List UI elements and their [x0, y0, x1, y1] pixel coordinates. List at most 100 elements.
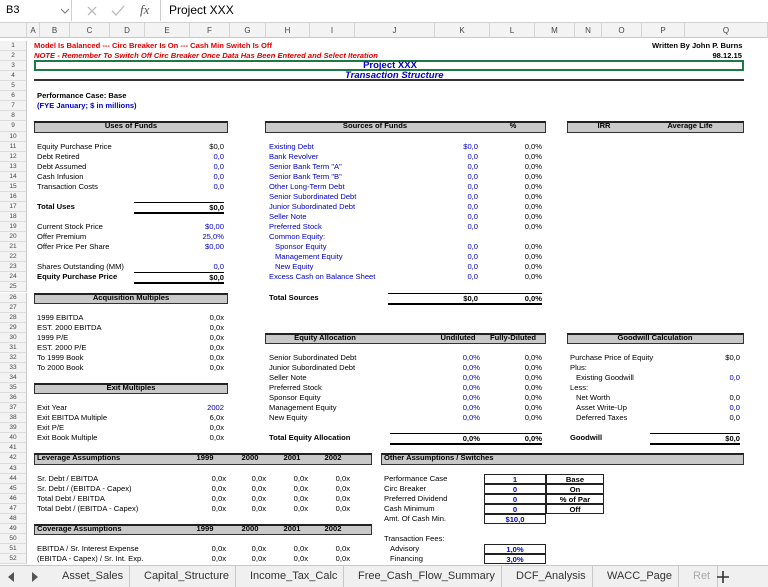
cell-value[interactable]: 0,0% — [524, 171, 542, 181]
row-header[interactable]: 2 — [0, 51, 27, 62]
cell-value[interactable]: 0,0x — [251, 554, 266, 564]
cell-value[interactable]: 0,0x — [251, 503, 266, 513]
row-header[interactable]: 30 — [0, 332, 27, 343]
row-header[interactable]: 10 — [0, 131, 27, 142]
cell-value[interactable]: 3,0% — [484, 554, 546, 565]
cell-value[interactable]: 0,0% — [524, 372, 542, 382]
row-header[interactable]: 12 — [0, 151, 27, 162]
cell-value[interactable]: 0,0 — [213, 151, 224, 161]
row-header[interactable]: 1 — [0, 41, 27, 52]
column-header[interactable]: P — [642, 23, 685, 38]
cell-value[interactable]: 0,0x — [293, 503, 308, 513]
row-header[interactable]: 51 — [0, 544, 27, 555]
row-header[interactable]: 18 — [0, 212, 27, 223]
column-header[interactable]: D — [110, 23, 145, 38]
row-header[interactable]: 27 — [0, 302, 27, 313]
row-header[interactable]: 29 — [0, 322, 27, 333]
column-header[interactable]: J — [355, 23, 435, 38]
cell-value[interactable]: $0,0 — [134, 272, 224, 285]
formula-input[interactable]: Project XXX — [160, 0, 768, 21]
row-header[interactable]: 9 — [0, 121, 27, 132]
column-header[interactable]: A — [27, 23, 40, 38]
sheet-tab[interactable]: DCF_Analysis — [510, 566, 593, 587]
cell-value[interactable]: 0,0x — [251, 493, 266, 503]
row-header[interactable]: 38 — [0, 413, 27, 424]
column-header[interactable]: M — [535, 23, 575, 38]
cell-value[interactable]: 0,0x — [209, 362, 224, 372]
cell-value[interactable]: 0,0% — [462, 403, 480, 413]
cell-value[interactable]: 0,0% — [390, 433, 480, 446]
name-box[interactable]: B3 — [0, 0, 72, 21]
add-sheet[interactable] — [716, 570, 730, 584]
row-header[interactable]: 16 — [0, 191, 27, 202]
cell-value[interactable]: 0,0x — [209, 322, 224, 332]
cell-value[interactable]: 0,0% — [462, 372, 480, 382]
cell-value[interactable]: 0,0% — [452, 433, 542, 446]
row-header[interactable]: 3 — [0, 61, 27, 72]
cell-value[interactable]: 0,0x — [293, 544, 308, 553]
column-header[interactable]: F — [190, 23, 230, 38]
row-header[interactable]: 42 — [0, 453, 27, 464]
cell-value[interactable]: 0,0% — [524, 191, 542, 201]
cell-value[interactable]: % of Par — [546, 493, 604, 504]
column-header[interactable]: I — [310, 23, 355, 38]
cell-value[interactable]: 0,0x — [293, 554, 308, 564]
row-header[interactable]: 14 — [0, 171, 27, 182]
cell-value[interactable]: 0,0x — [209, 423, 224, 433]
cell-value[interactable]: 0,0 — [213, 171, 224, 181]
cell-value[interactable]: 0,0x — [293, 493, 308, 503]
cell-value[interactable]: 0,0% — [524, 201, 542, 211]
cell-value[interactable]: 0,0% — [524, 252, 542, 262]
cell-value[interactable]: 0,0 — [467, 171, 478, 181]
row-header[interactable]: 13 — [0, 161, 27, 172]
row-header[interactable]: 20 — [0, 232, 27, 243]
row-header[interactable]: 52 — [0, 554, 27, 565]
column-header[interactable]: K — [435, 23, 490, 38]
cell-value[interactable]: 0,0x — [211, 493, 226, 503]
row-header[interactable]: 43 — [0, 463, 27, 474]
row-header[interactable]: 26 — [0, 292, 27, 303]
cell-value[interactable]: Base — [546, 473, 604, 484]
function-icon[interactable]: fx — [140, 2, 150, 17]
row-header[interactable]: 33 — [0, 362, 27, 373]
cell-value[interactable]: 0,0% — [524, 262, 542, 272]
row-header[interactable]: 8 — [0, 111, 27, 122]
row-header[interactable]: 47 — [0, 503, 27, 514]
cell-value[interactable]: 0,0x — [209, 332, 224, 342]
row-header[interactable]: 7 — [0, 101, 27, 112]
row-header[interactable]: 23 — [0, 262, 27, 273]
cell-value[interactable]: 0,0 — [467, 212, 478, 222]
sheet-tab[interactable]: Capital_Structure — [138, 566, 236, 587]
cell-value[interactable]: 0,0x — [209, 433, 224, 443]
tab-scroll-arrows[interactable] — [6, 571, 46, 583]
cell-value[interactable]: 0,0x — [335, 503, 350, 513]
cell-value[interactable]: 0,0 — [729, 393, 740, 403]
cell-value[interactable]: 0,0% — [524, 403, 542, 413]
row-header[interactable]: 31 — [0, 342, 27, 353]
cell-value[interactable]: 0,0 — [213, 262, 224, 272]
cell-value[interactable]: $0,0 — [725, 352, 740, 362]
cell-value[interactable]: 0,0x — [209, 342, 224, 352]
row-header[interactable]: 39 — [0, 423, 27, 434]
cell-value[interactable]: 0,0 — [467, 201, 478, 211]
column-header[interactable]: L — [490, 23, 535, 38]
cell-value[interactable]: 0,0x — [335, 554, 350, 564]
cell-value[interactable]: 0,0 — [467, 272, 478, 282]
row-header[interactable]: 44 — [0, 473, 27, 484]
sheet-tab[interactable]: Income_Tax_Calc — [244, 566, 345, 587]
cell-value[interactable]: 0,0x — [293, 483, 308, 493]
row-header[interactable]: 35 — [0, 383, 27, 394]
sheet-tab[interactable]: WACC_Page — [601, 566, 680, 587]
sheet-tab[interactable]: Ret — [687, 566, 718, 587]
cell-value[interactable]: 0,0% — [524, 352, 542, 362]
cell-value[interactable]: 0 — [484, 493, 546, 504]
cell-value[interactable]: 0,0% — [524, 272, 542, 282]
cell-value[interactable]: 0,0% — [524, 161, 542, 171]
cell-value[interactable]: 0,0% — [524, 413, 542, 423]
column-header[interactable]: Q — [685, 23, 768, 38]
sheet-tab[interactable]: Free_Cash_Flow_Summary — [352, 566, 502, 587]
cell-value[interactable]: $0,0 — [650, 433, 740, 446]
row-header[interactable]: 37 — [0, 403, 27, 414]
cell-value[interactable]: 0,0% — [524, 151, 542, 161]
cell-value[interactable]: $0,0 — [388, 292, 478, 305]
